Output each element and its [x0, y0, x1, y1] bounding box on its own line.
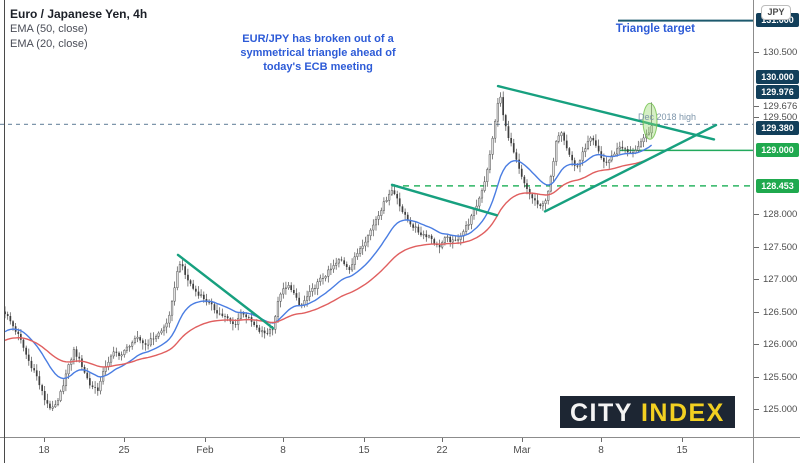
- down-candles: [4, 97, 634, 409]
- price-tick-label: 127.500: [754, 242, 797, 254]
- time-tick-label: 18: [38, 445, 50, 456]
- ema-20-line: [4, 144, 653, 380]
- price-tick-label: 125.500: [754, 372, 797, 384]
- chart-left-frame-line: [4, 0, 5, 463]
- time-tick-label: 8: [280, 445, 286, 456]
- price-tick-label: 125.000: [754, 404, 797, 416]
- time-tick-label: 25: [118, 445, 130, 456]
- candle-wicks: [4, 91, 652, 411]
- time-tick-label: 22: [436, 445, 448, 456]
- last-price-badge: 129.380: [756, 121, 799, 135]
- currency-badge: JPY: [761, 5, 791, 20]
- price-chart-canvas[interactable]: [0, 0, 753, 437]
- time-tick-label: Feb: [196, 445, 214, 456]
- analyst-note-line: symmetrical triangle ahead of: [240, 47, 396, 59]
- logo-city-text: CITY: [570, 399, 633, 427]
- chart-plot-area[interactable]: Euro / Japanese Yen, 4h EMA (50, close) …: [0, 0, 753, 437]
- time-tick-mark: [601, 438, 602, 442]
- axis-corner: [753, 437, 800, 463]
- price-tick-label: 128.000: [754, 209, 797, 221]
- price-tick-label: 126.500: [754, 307, 797, 319]
- time-tick-mark: [522, 438, 523, 442]
- recent-high-badge: 129.976: [756, 85, 799, 99]
- chart-legend: Euro / Japanese Yen, 4h EMA (50, close) …: [10, 6, 147, 52]
- analyst-note-line: today's ECB meeting: [263, 61, 373, 73]
- time-tick-label: 15: [358, 445, 370, 456]
- price-tick-label: 130.500: [754, 47, 797, 59]
- price-axis[interactable]: JPY 130.500 129.676 129.500 128.000 127.500 1…: [753, 0, 800, 437]
- dec-2018-high-label: Dec 2018 high: [637, 112, 696, 122]
- time-tick-mark: [124, 438, 125, 442]
- indicator-ema20-label[interactable]: EMA (20, close): [10, 38, 88, 50]
- price-tick-label: 127.000: [754, 274, 797, 286]
- time-tick-mark: [682, 438, 683, 442]
- downtrend-line-jan[interactable]: [176, 253, 275, 330]
- time-tick-mark: [283, 438, 284, 442]
- time-axis[interactable]: 18 25 Feb 8 15 22 Mar 8 15: [0, 437, 753, 463]
- up-candles: [51, 96, 653, 409]
- triangle-upper-line[interactable]: [496, 84, 716, 141]
- level-130-badge: 130.000: [756, 70, 799, 84]
- support-129-badge: 129.000: [756, 143, 799, 157]
- symbol-title[interactable]: Euro / Japanese Yen, 4h: [10, 7, 148, 21]
- time-tick-mark: [205, 438, 206, 442]
- price-tick-label: 129.676: [754, 101, 797, 113]
- time-tick-mark: [44, 438, 45, 442]
- downtrend-line-feb[interactable]: [390, 183, 499, 217]
- price-tick-label: 126.000: [754, 339, 797, 351]
- ema-50-line: [4, 156, 652, 368]
- breakout-highlight-ellipse[interactable]: [642, 102, 658, 140]
- support-128453-badge: 128.453: [756, 179, 799, 193]
- price-tick-label: 129.500: [754, 112, 797, 124]
- time-tick-label: 15: [676, 445, 688, 456]
- time-tick-label: 8: [598, 445, 604, 456]
- time-tick-mark: [364, 438, 365, 442]
- time-tick-label: Mar: [513, 445, 531, 456]
- logo-index-text: INDEX: [640, 399, 725, 427]
- analyst-note-line: EUR/JPY has broken out of a: [242, 33, 394, 45]
- triangle-target-label: Triangle target: [615, 23, 695, 35]
- indicator-ema50-label[interactable]: EMA (50, close): [10, 23, 88, 35]
- analyst-note: EUR/JPY has broken out of a symmetrical …: [228, 32, 408, 74]
- time-tick-mark: [442, 438, 443, 442]
- triangle-lower-line[interactable]: [543, 123, 718, 213]
- city-index-logo: CITY INDEX: [560, 396, 735, 428]
